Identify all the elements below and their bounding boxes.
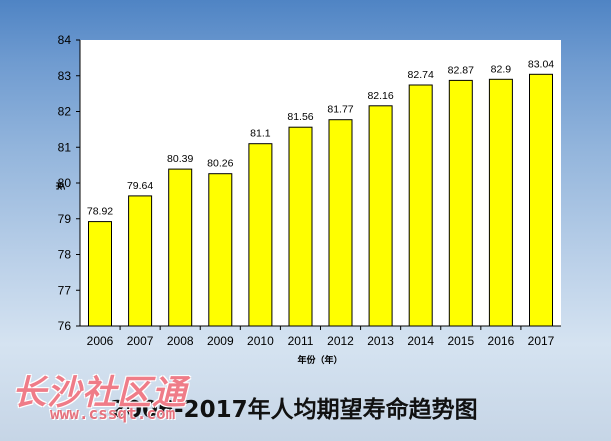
bar-2007 [128, 195, 153, 327]
x-tick-label-2012: 2012 [327, 334, 354, 348]
y-tick-label-76: 76 [58, 319, 72, 333]
y-tick-label-81: 81 [58, 140, 72, 154]
data-label-2011: 81.56 [287, 111, 313, 123]
plot-area [80, 40, 561, 326]
bar-2009 [208, 173, 233, 327]
bar-2016 [488, 78, 513, 327]
bar-2006 [88, 221, 112, 327]
data-label-2012: 81.77 [327, 104, 353, 116]
x-tick-label-2011: 2011 [288, 334, 314, 348]
bar-2012 [328, 119, 353, 327]
bar-2013 [368, 105, 393, 327]
y-axis-title: 岁 [55, 181, 67, 190]
data-label-2013: 82.16 [367, 90, 393, 102]
bar-2014 [408, 84, 433, 327]
x-tick-label-2006: 2006 [87, 334, 114, 348]
data-label-2008: 80.39 [167, 153, 193, 165]
y-tick-label-82: 82 [58, 105, 72, 119]
bar-2017 [529, 73, 553, 327]
y-tick-label-80: 80 [58, 176, 72, 190]
x-tick-label-2017: 2017 [528, 334, 555, 348]
y-tick-label-84: 84 [58, 33, 72, 47]
bar-2015 [448, 79, 473, 327]
x-tick-label-2009: 2009 [207, 334, 234, 348]
watermark-url: www.cssqt.com [50, 404, 176, 423]
data-label-2015: 82.87 [448, 64, 474, 76]
watermark-logo-text: 长沙社区通 [12, 373, 187, 413]
x-tick-label-2016: 2016 [488, 334, 515, 348]
y-tick-label-83: 83 [58, 69, 72, 83]
bar-2010 [248, 143, 273, 327]
x-tick-label-2013: 2013 [367, 334, 394, 348]
data-label-2014: 82.74 [408, 69, 434, 81]
x-axis-title: 年份（年） [297, 354, 342, 366]
y-tick-label-78: 78 [58, 248, 72, 262]
y-tick-label-77: 77 [58, 283, 72, 297]
x-tick-label-2007: 2007 [127, 334, 154, 348]
data-label-2009: 80.26 [207, 158, 233, 170]
x-tick-label-2010: 2010 [247, 334, 274, 348]
bar-2011 [288, 126, 313, 327]
data-label-2007: 79.64 [127, 180, 153, 192]
x-tick-label-2015: 2015 [447, 334, 474, 348]
x-tick-label-2008: 2008 [167, 334, 194, 348]
data-label-2010: 81.1 [250, 128, 271, 140]
data-label-2016: 82.9 [491, 63, 512, 75]
data-label-2006: 78.92 [87, 206, 113, 218]
data-label-2017: 83.04 [528, 58, 554, 70]
bar-2008 [168, 168, 193, 327]
x-tick-label-2014: 2014 [407, 334, 434, 348]
y-tick-label-79: 79 [58, 212, 72, 226]
chart-title: 2006-2017年人均期望寿命趋势图 [110, 397, 478, 423]
